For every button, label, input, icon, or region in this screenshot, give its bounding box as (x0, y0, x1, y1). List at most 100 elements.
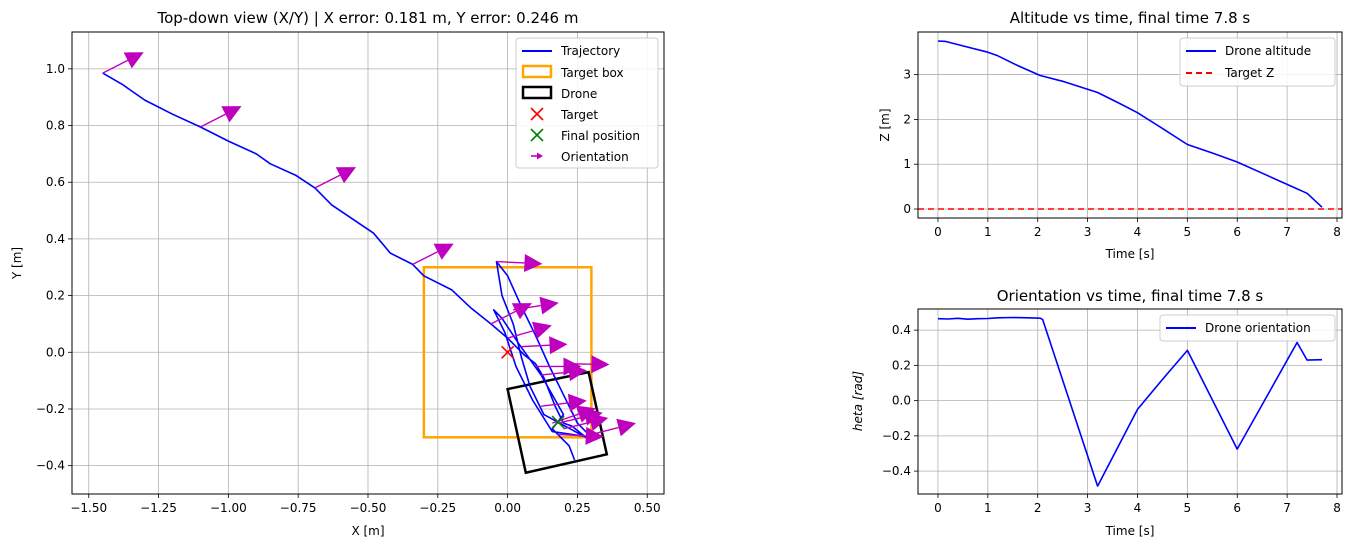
orientation-xtick-label: 3 (1084, 501, 1092, 515)
legend-target-box-label: Target box (560, 66, 624, 80)
legend-final-position-label: Final position (561, 129, 640, 143)
topdown-xtick-label: −1.50 (70, 501, 107, 515)
altitude-ytick-label: 0 (903, 202, 911, 216)
topdown-xtick-label: 0.00 (494, 501, 521, 515)
orientation-xtick-label: 1 (984, 501, 992, 515)
orientation-xtick-label: 8 (1333, 501, 1341, 515)
orientation-plot: 0 1 2 3 4 5 6 7 8 −0.4 −0.2 0.0 0.2 0.4 Orientation v… (851, 287, 1343, 538)
topdown-xtick-label: −0.50 (350, 501, 387, 515)
legend-trajectory-label: Trajectory (560, 44, 620, 58)
orientation-arrow (563, 413, 609, 431)
orientation-arrow (563, 355, 610, 374)
orientation-xtick-label: 7 (1283, 501, 1291, 515)
altitude-xtick-label: 6 (1233, 225, 1241, 239)
topdown-xtick-label: 0.50 (634, 501, 661, 515)
orientation-ylabel: heta [rad] (851, 371, 865, 431)
topdown-ytick-label: 0.2 (46, 289, 65, 303)
orientation-arrow (591, 418, 636, 437)
altitude-xtick-label: 4 (1134, 225, 1142, 239)
altitude-xtick-label: 5 (1184, 225, 1192, 239)
topdown-ytick-label: 0.6 (46, 175, 65, 189)
topdown-ticks: −1.50 −1.25 −1.00 −0.75 −0.50 −0.25 0.00 0.25 0.… (36, 62, 661, 515)
topdown-xtick-label: −1.25 (140, 501, 177, 515)
orientation-arrow (541, 393, 587, 412)
legend-drone-altitude-label: Drone altitude (1225, 44, 1311, 58)
legend-drone-swatch (521, 85, 553, 100)
topdown-ytick-label: −0.2 (36, 402, 65, 416)
topdown-ytick-label: −0.4 (36, 459, 65, 473)
altitude-xlabel: Time [s] (1105, 247, 1155, 261)
target-box (422, 266, 593, 439)
orientation-ytick-label: 0.2 (892, 358, 911, 372)
orientation-ytick-label: 0.0 (892, 394, 911, 408)
altitude-legend-frame (1179, 37, 1336, 87)
altitude-ytick-label: 1 (903, 157, 911, 171)
orientation-grid (918, 309, 1342, 494)
orientation-arrow (513, 296, 559, 315)
drone-outline (506, 370, 609, 475)
altitude-xtick-label: 3 (1084, 225, 1092, 239)
orientation-xtick-label: 5 (1184, 501, 1192, 515)
topdown-ylabel: Y [m] (10, 247, 24, 280)
target-marker (501, 345, 515, 359)
drone-orientation-line (937, 316, 1323, 487)
orientation-xtick-label: 6 (1233, 501, 1241, 515)
orientation-legend: Drone orientation (1159, 314, 1336, 342)
orientation-xtick-label: 4 (1134, 501, 1142, 515)
orientation-arrow (557, 426, 604, 445)
altitude-axes-frame (917, 31, 1343, 219)
altitude-ytick-label: 3 (903, 68, 911, 82)
topdown-xtick-label: 0.25 (564, 501, 591, 515)
legend-drone-orientation-label: Drone orientation (1205, 321, 1311, 335)
orientation-arrow (412, 243, 454, 266)
legend-target-box-swatch (521, 64, 553, 79)
orientation-ytick-label: −0.4 (882, 464, 911, 478)
topdown-xtick-label: −1.00 (210, 501, 247, 515)
altitude-plot: 0 1 2 3 4 5 6 7 8 0 1 2 3 Altitude vs time, final ti… (878, 9, 1343, 261)
legend-drone-label: Drone (561, 87, 597, 101)
orientation-legend-frame (1159, 314, 1336, 342)
altitude-xtick-label: 0 (934, 225, 942, 239)
topdown-plot: −1.50 −1.25 −1.00 −0.75 −0.50 −0.25 0.00 0.25 0.… (10, 9, 665, 538)
drone-altitude-line (937, 40, 1323, 208)
orientation-ytick-label: 0.4 (892, 323, 911, 337)
target-box-rect (422, 266, 593, 439)
orientation-xtick-label: 0 (934, 501, 942, 515)
altitude-xtick-label: 7 (1283, 225, 1291, 239)
legend-target-z-label: Target Z (1224, 66, 1274, 80)
topdown-ytick-label: 0.8 (46, 119, 65, 133)
legend-orientation-swatch (531, 152, 543, 160)
orientation-arrow (200, 106, 242, 128)
orientation-arrows (102, 52, 636, 445)
orientation-xlabel: Time [s] (1105, 524, 1155, 538)
final-position-marker (551, 415, 565, 429)
legend-target-swatch (530, 107, 544, 121)
orientation-arrow (507, 321, 552, 339)
orientation-ticks: 0 1 2 3 4 5 6 7 8 −0.4 −0.2 0.0 0.2 0.4 (882, 323, 1341, 515)
topdown-xtick-label: −0.75 (280, 501, 317, 515)
topdown-ytick-label: 0.0 (46, 345, 65, 359)
altitude-ylabel: Z [m] (878, 108, 892, 141)
topdown-ytick-label: 0.4 (46, 232, 65, 246)
topdown-title: Top-down view (X/Y) | X error: 0.181 m, … (157, 9, 579, 27)
topdown-ytick-label: 1.0 (46, 62, 65, 76)
topdown-legend: Trajectory Target box Drone Target Final… (515, 37, 659, 169)
orientation-title: Orientation vs time, final time 7.8 s (997, 287, 1264, 305)
orientation-arrow (496, 254, 543, 272)
orientation-arrow (102, 52, 144, 74)
orientation-xtick-label: 2 (1034, 501, 1042, 515)
orientation-arrow (541, 363, 587, 382)
altitude-ticks: 0 1 2 3 4 5 6 7 8 0 1 2 3 (903, 68, 1340, 239)
topdown-xtick-label: −0.25 (419, 501, 456, 515)
altitude-xtick-label: 8 (1333, 225, 1341, 239)
topdown-xlabel: X [m] (351, 524, 384, 538)
altitude-legend: Drone altitude Target Z (1179, 37, 1336, 87)
altitude-ytick-label: 2 (903, 112, 911, 126)
altitude-xtick-label: 1 (984, 225, 992, 239)
altitude-xtick-label: 2 (1034, 225, 1042, 239)
orientation-axes-frame (917, 308, 1343, 495)
legend-target-label: Target (560, 108, 598, 122)
orientation-arrow (521, 336, 568, 355)
altitude-title: Altitude vs time, final time 7.8 s (1010, 9, 1251, 27)
